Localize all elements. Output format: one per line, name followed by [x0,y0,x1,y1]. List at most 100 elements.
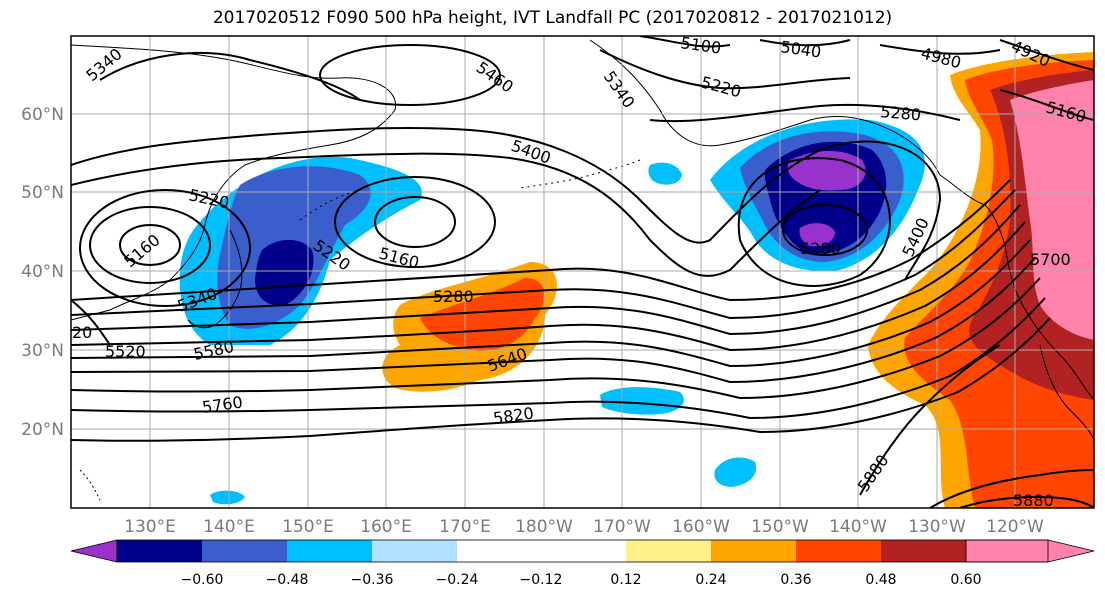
contour-goa-5340 [737,157,891,287]
contour-label: 5880 [854,451,893,495]
contour-label: 5280 [880,102,922,124]
contour-band-3 [71,204,1021,336]
colorbar-tick: 0.48 [865,572,896,588]
contour-low-west-outer [79,189,251,307]
lat-label-40n: 40°N [21,262,64,282]
colorbar-swatch [626,540,711,562]
contour-4980 [879,44,1001,55]
contour-5220 [599,49,851,90]
contour-low-north [319,44,501,106]
map-frame [70,35,1095,509]
contour-band-8 [71,297,1046,420]
colorbar-outline [116,539,1049,563]
coastline-asia [71,44,396,321]
contour-band-9 [71,317,1051,442]
contour-se-high [959,495,1094,508]
longitude-labels: 130°E 140°E 150°E 160°E 170°E 180°W 170°… [124,517,1044,537]
contour-west-5520 [71,299,111,346]
contour-label: 5760 [201,392,244,416]
contour-band-6 [71,257,1036,384]
contour-label: 5220 [187,185,231,212]
lon-label: 170°W [593,517,651,537]
contour-label: 5880 [1013,491,1054,510]
colorbar-swatch [796,540,881,562]
lon-label: 130°E [124,517,176,537]
lon-label: 130°W [908,517,966,537]
lat-label-30n: 30°N [21,341,64,361]
shading-patch-1 [600,387,684,415]
contour-5460 [71,152,821,277]
contour-label: 5340 [600,67,639,111]
contour-label: 5700 [1030,250,1071,269]
coastlines [71,39,1094,501]
lon-label: 150°E [282,517,334,537]
lat-label-50n: 50°N [21,183,64,203]
contour-5400 [71,126,942,281]
contour-band-10 [859,344,1001,496]
lon-label: 140°W [829,517,887,537]
contour-low-goa-inner [782,204,868,256]
colorbar-tick: 0.36 [780,572,811,588]
colorbar-extend-left [70,539,118,563]
height-contours [71,36,1094,508]
contour-label: 5520 [105,342,146,361]
lat-label-60n: 60°N [21,105,64,125]
shading-patch-3 [648,162,682,185]
colorbar-tick: 0.12 [610,572,641,588]
colorbar-swatch [117,540,202,562]
contour-label: 4980 [919,44,963,73]
colorbar-tick: 0.24 [695,572,726,588]
contour-label: 5820 [492,403,535,427]
shading-goa-purple2 [799,223,835,247]
shading-patch-2 [714,457,757,487]
contour-band-4 [71,221,1026,352]
contour-5160-east [999,89,1094,121]
colorbar-tick: 0.60 [950,572,981,588]
shading-japan-navy [255,239,314,306]
lon-label: 120°W [986,517,1044,537]
contour-label: 20 [72,323,92,342]
lon-label: 160°E [360,517,412,537]
contour-band-2 [71,189,1016,320]
colorbar-tick: −0.36 [351,572,394,588]
contour-label: 5040 [779,37,822,61]
colorbar-swatch [202,540,287,562]
contour-low-west-mid [89,206,211,284]
shading-patch-4 [210,490,245,505]
contour-5340-north [99,51,361,101]
contour-low-west-inner [119,224,181,266]
colorbar-tick: −0.60 [181,572,224,588]
contour-4920 [999,39,1094,71]
latitude-labels: 60°N 50°N 40°N 30°N 20°N [21,105,64,440]
lon-label: 150°W [751,517,809,537]
contour-label: 5400 [898,215,932,260]
graticule [71,36,1094,508]
contour-5280-east [649,103,961,123]
lat-label-20n: 20°N [21,420,64,440]
lon-label: 180°W [515,517,573,537]
colorbar-swatch [881,540,966,562]
coastline-pacific-islands [79,469,101,501]
map-title: 2017020512 F090 500 hPa height, IVT Land… [212,8,893,28]
ivt-shading [179,52,1094,508]
colorbar-tick: −0.48 [266,572,309,588]
contour-label: 5280 [433,287,474,306]
shading-epac-pink [1010,80,1094,340]
lon-label: 160°W [672,517,730,537]
shading-epac-red-low [967,443,1023,487]
contour-low-central-mid [334,176,496,268]
contour-label: 5280 [800,239,841,258]
contour-low-central-inner [374,196,456,248]
colorbar-tick: −0.24 [436,572,479,588]
contour-band-7 [71,277,1041,400]
coastline-bc [939,174,1094,401]
colorbar-extend-right [965,539,1095,563]
contour-5100 [639,36,731,48]
colorbar-swatch [372,540,457,562]
contour-5040 [759,39,851,47]
contour-label: 5340 [82,44,125,85]
lon-label: 170°E [439,517,491,537]
contour-band-1 [71,179,1011,302]
contour-band-11 [929,469,1094,508]
